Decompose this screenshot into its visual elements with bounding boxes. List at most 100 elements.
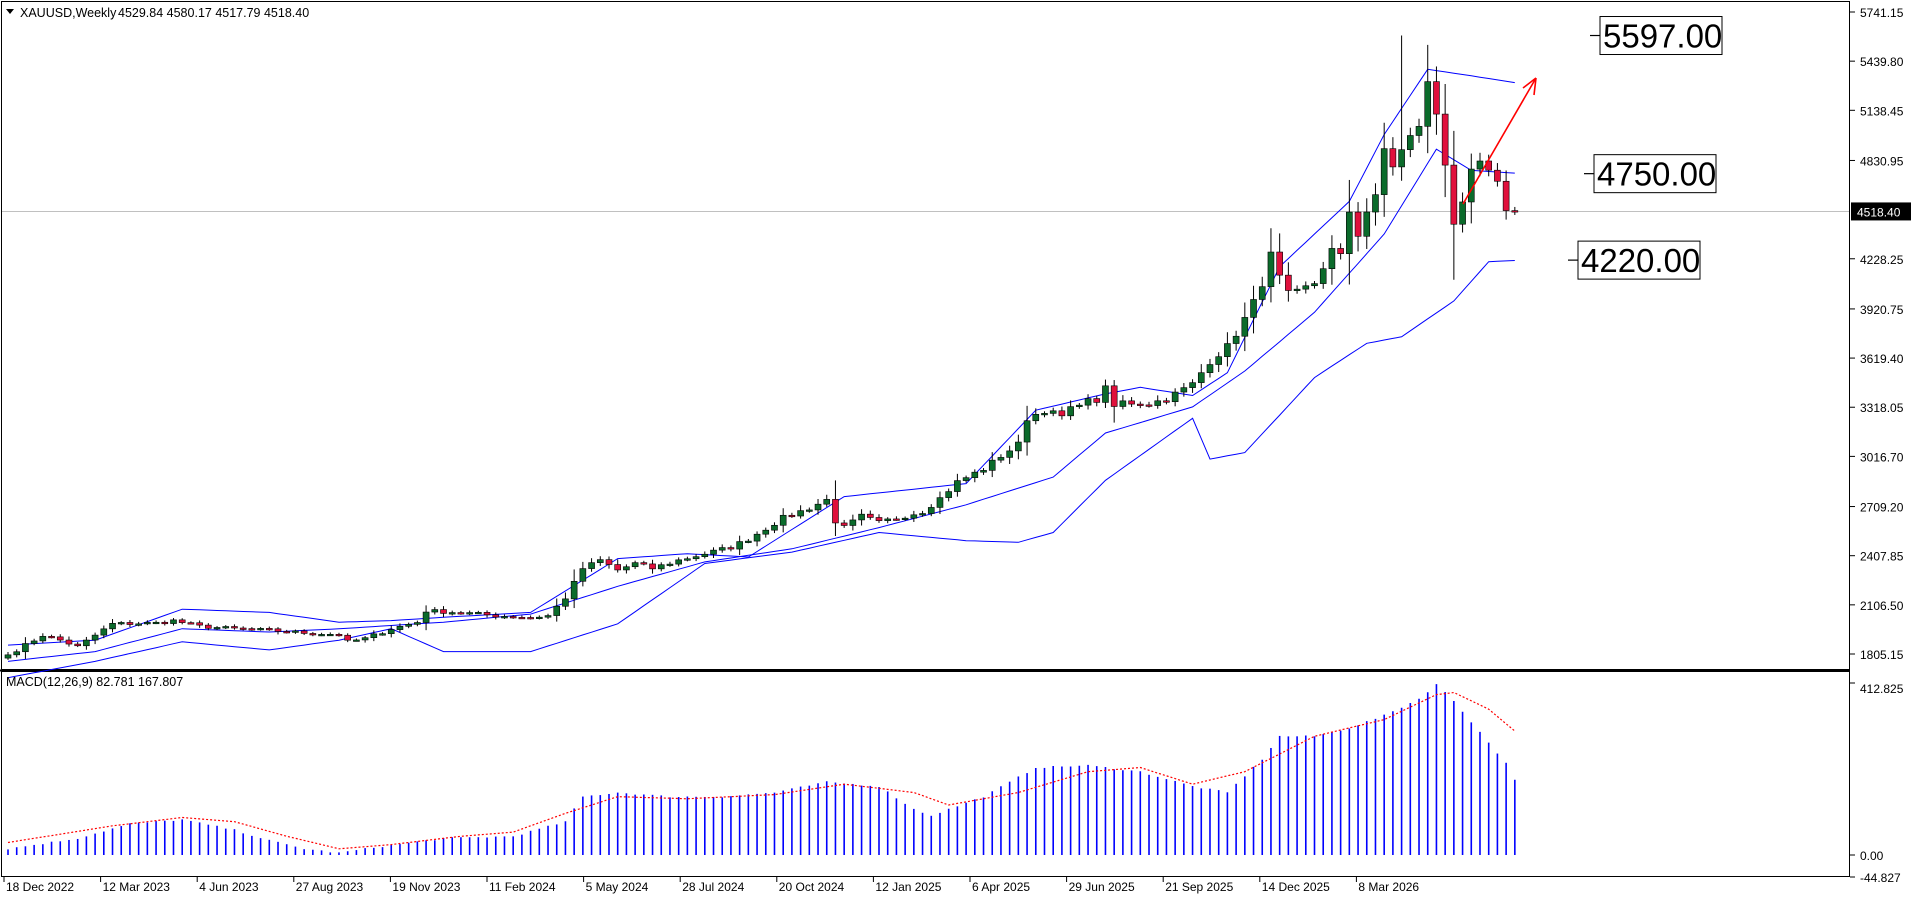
- macd-tick-label: 0.00: [1860, 849, 1884, 863]
- dropdown-triangle-icon[interactable]: [6, 9, 14, 14]
- candle-body: [144, 622, 151, 625]
- candle-body: [100, 628, 108, 636]
- candle-body: [213, 627, 221, 630]
- bullish-candle: [1041, 411, 1048, 418]
- x-tick-label: 20 Oct 2024: [779, 880, 845, 894]
- annotation-box: [1593, 154, 1717, 194]
- bullish-candle: [152, 620, 160, 625]
- bullish-candle: [414, 620, 421, 627]
- candle-body: [91, 634, 99, 641]
- current-price-label: 4518.40: [1857, 205, 1901, 219]
- bullish-candle: [858, 509, 865, 526]
- candle-body: [1206, 364, 1214, 373]
- candle-body: [788, 514, 796, 518]
- y-tick-label: 2709.20: [1860, 501, 1904, 515]
- bearish-candle: [274, 627, 282, 635]
- candle-body: [1389, 148, 1397, 168]
- bearish-candle: [440, 606, 447, 618]
- candle-body: [684, 558, 691, 561]
- candle-body: [1180, 387, 1188, 393]
- bearish-candle: [1494, 163, 1501, 187]
- candle-body: [492, 614, 500, 618]
- bullish-candle: [353, 638, 360, 642]
- candle-body: [605, 559, 613, 565]
- bullish-candle: [1407, 127, 1414, 158]
- candle-body: [414, 622, 421, 625]
- candle-body: [56, 636, 64, 641]
- bearish-candle: [48, 634, 55, 639]
- bullish-candle: [1328, 235, 1336, 285]
- candle-body: [762, 529, 770, 535]
- candle-body: [335, 634, 343, 637]
- candle-body: [422, 611, 430, 623]
- bullish-candle: [945, 488, 952, 502]
- candle-body: [117, 622, 125, 625]
- bearish-candle: [300, 629, 308, 636]
- x-tick-label: 18 Dec 2022: [6, 880, 74, 894]
- bearish-candle: [1485, 154, 1492, 177]
- candle-body: [222, 626, 230, 629]
- candle-body: [657, 564, 665, 570]
- candle-body: [300, 630, 308, 634]
- bullish-candle: [823, 494, 831, 507]
- candle-body: [1067, 406, 1074, 417]
- candle-body: [1145, 404, 1153, 407]
- price-axis: 5741.15 5439.80 5138.45 4830.95 4518.40 4228.…: [1850, 6, 1911, 662]
- bullish-candle: [1224, 332, 1231, 367]
- price-annotations: 5597.00 4750.00 4220.00: [1462, 16, 1723, 280]
- bullish-candle: [361, 635, 369, 643]
- annotation-box: [1577, 240, 1701, 280]
- bullish-candle: [144, 620, 151, 626]
- macd-signal: [7, 691, 1516, 850]
- bullish-candle: [1171, 388, 1179, 407]
- bullish-candle: [100, 625, 108, 639]
- bullish-candle: [1006, 445, 1013, 464]
- candle-body: [1250, 299, 1257, 318]
- candle-body: [1285, 274, 1292, 291]
- bearish-candle: [161, 620, 169, 626]
- x-tick-label: 21 Sep 2025: [1165, 880, 1233, 894]
- bearish-candle: [527, 615, 534, 620]
- bearish-candle: [1276, 233, 1283, 285]
- candle-body: [753, 533, 761, 542]
- candle-body: [457, 612, 465, 615]
- candle-body: [1380, 148, 1388, 195]
- candle-body: [927, 507, 935, 514]
- bullish-candle: [562, 592, 569, 610]
- bullish-candle: [1197, 364, 1205, 389]
- candle-body: [39, 636, 47, 642]
- candle-body: [1032, 414, 1040, 422]
- price-pane-frame: [1, 1, 1850, 670]
- bearish-candle: [1433, 66, 1440, 135]
- candle-body: [396, 626, 404, 630]
- candle-body: [649, 563, 656, 570]
- candle-body: [1319, 268, 1327, 284]
- y-tick-label: 1805.15: [1860, 648, 1904, 662]
- x-tick-label: 5 May 2024: [586, 880, 649, 894]
- candle-body: [475, 612, 482, 615]
- bullish-candle: [762, 527, 770, 538]
- bullish-candle: [405, 622, 412, 629]
- candle-body: [1328, 248, 1336, 269]
- candle-body: [1346, 211, 1353, 254]
- candle-body: [22, 643, 29, 653]
- candle-body: [1076, 404, 1083, 407]
- bearish-candle: [1285, 262, 1292, 302]
- bullish-candle: [936, 491, 944, 515]
- bullish-candle: [1032, 408, 1040, 425]
- bearish-candle: [1058, 406, 1066, 420]
- candle-body: [440, 609, 447, 614]
- candle-body: [614, 564, 622, 571]
- bullish-candle: [988, 452, 996, 478]
- candle-body: [814, 503, 822, 511]
- candle-body: [727, 547, 735, 550]
- candle-body: [83, 639, 90, 647]
- annotation-label: 4750.00: [1597, 156, 1716, 193]
- bullish-candle: [1311, 280, 1318, 289]
- candle-body: [710, 549, 717, 555]
- chart-header: XAUUSD,Weekly 4529.84 4580.17 4517.79 45…: [6, 6, 309, 20]
- candle-body: [187, 622, 195, 625]
- bullish-candle: [536, 615, 543, 620]
- bullish-candle: [1102, 379, 1109, 408]
